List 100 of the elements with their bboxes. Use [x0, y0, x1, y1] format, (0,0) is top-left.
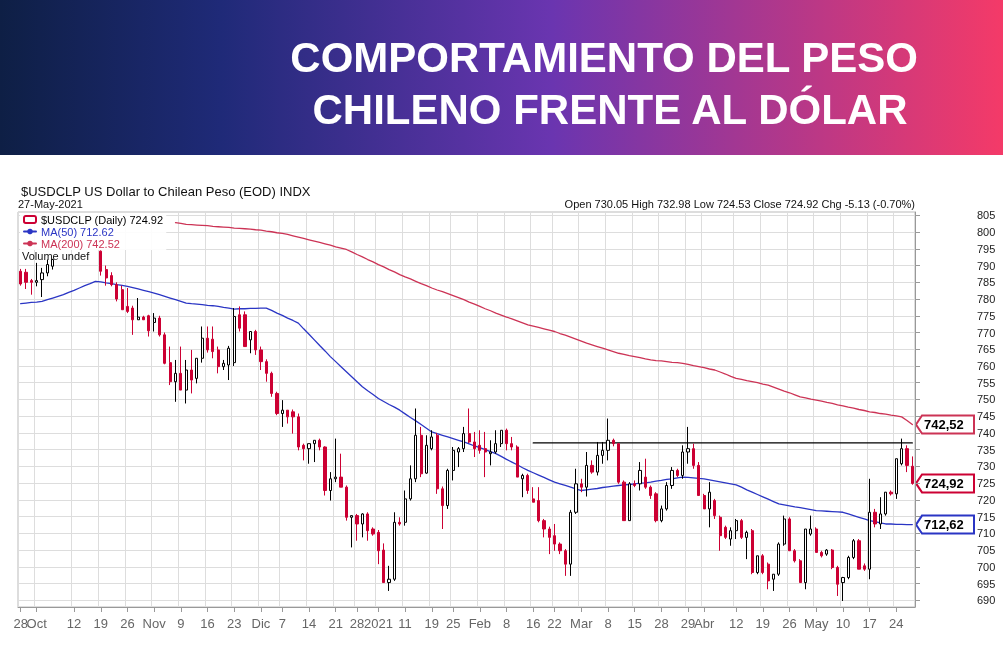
- candlestick: [265, 358, 268, 383]
- candlestick: [243, 310, 247, 348]
- candlestick: [884, 491, 887, 517]
- candlestick: [158, 315, 161, 338]
- y-tick-label: 785: [977, 276, 996, 289]
- candlestick: [121, 285, 124, 311]
- candlestick: [142, 315, 145, 321]
- candlestick: [553, 523, 556, 552]
- candlestick: [339, 453, 343, 488]
- y-tick-label: 700: [977, 560, 996, 573]
- candlestick: [355, 513, 359, 542]
- candlestick: [436, 432, 439, 495]
- candlestick: [783, 515, 786, 547]
- candlestick: [318, 438, 321, 451]
- x-tick-label: 25: [445, 616, 461, 631]
- chart-title: COMPORTAMIENTO DEL PESO CHILENO FRENTE AL DÓLAR: [290, 33, 930, 133]
- y-tick-label: 750: [977, 393, 996, 406]
- candlestick: [478, 429, 481, 455]
- candlestick: [398, 516, 401, 527]
- candlestick: [473, 431, 476, 458]
- candlestick: [468, 408, 471, 444]
- candlestick: [628, 481, 631, 522]
- candlestick: [708, 481, 711, 528]
- x-tick-label: 21: [328, 616, 343, 631]
- candlestick: [580, 478, 583, 493]
- candlestick: [788, 516, 791, 552]
- y-tick-label: 760: [977, 359, 996, 372]
- candlestick: [494, 429, 497, 455]
- text: 27-May-2021: [18, 197, 83, 210]
- x-tick-label: May: [803, 616, 829, 631]
- candlestick: [195, 357, 198, 384]
- text: Open 730.05 High 732.98 Low 724.53 Close 724.92 Chg -5.13 (-0.70%): [564, 197, 915, 210]
- candlestick: [756, 555, 759, 575]
- line-series: [20, 280, 913, 526]
- candlestick: [676, 468, 679, 478]
- candlestick: [857, 538, 861, 570]
- x-tick-label: 14: [301, 616, 317, 631]
- candlestick: [767, 561, 770, 590]
- candlestick: [740, 518, 743, 540]
- candlestick: [815, 526, 818, 553]
- x-tick-label: 19: [755, 616, 771, 631]
- y-tick-label: 720: [977, 493, 996, 506]
- legend-label: MA(200) 742.52: [41, 237, 120, 250]
- candlestick: [441, 485, 444, 530]
- y-tick-label: 740: [977, 426, 996, 439]
- candlestick: [809, 515, 812, 537]
- candlestick: [110, 271, 113, 287]
- candlestick: [297, 413, 300, 451]
- candlestick: [735, 518, 738, 540]
- y-tick-label: 745: [977, 410, 996, 423]
- candlestick: [217, 346, 220, 374]
- x-tick-label: 24: [889, 616, 904, 631]
- candlestick: [638, 461, 642, 492]
- y-tick-label: 705: [977, 544, 996, 557]
- candlestick: [206, 325, 209, 354]
- candlestick: [40, 267, 44, 298]
- y-tick-label: 730: [977, 460, 996, 473]
- candlestick: [793, 548, 796, 563]
- y-tick-label: 775: [977, 309, 996, 322]
- candlestick: [729, 526, 732, 547]
- candlestick: [548, 526, 551, 555]
- candlestick: [270, 371, 273, 398]
- candlestick: [905, 444, 909, 473]
- candlestick: [259, 346, 263, 371]
- x-tick-label: Nov: [142, 616, 167, 631]
- x-tick-label: 22: [547, 616, 562, 631]
- candlestick: [404, 490, 407, 527]
- candlestick: [574, 468, 578, 515]
- candlestick: [99, 250, 102, 277]
- line-series: [174, 222, 913, 426]
- x-tick-label: 26: [782, 616, 797, 631]
- candlestick: [238, 305, 241, 332]
- candlestick: [249, 331, 252, 354]
- candlestick: [692, 443, 695, 470]
- candlestick: [804, 528, 807, 590]
- candlestick: [537, 486, 540, 523]
- data-label: 742,52: [924, 417, 964, 432]
- candlestick: [505, 428, 508, 451]
- candlestick: [446, 468, 449, 510]
- y-tick-label: 805: [977, 209, 996, 222]
- x-tick-label: 8: [502, 616, 511, 631]
- candlestick: [227, 345, 230, 381]
- candlestick: [24, 268, 28, 290]
- x-tick-label: 19: [93, 616, 108, 631]
- candlestick: [377, 529, 380, 565]
- candlestick: [307, 443, 311, 465]
- candlestick: [420, 426, 423, 478]
- candlestick: [660, 505, 663, 523]
- candlestick: [425, 434, 428, 475]
- candlestick: [387, 565, 391, 592]
- x-tick-label: 12: [728, 616, 744, 631]
- candlestick: [751, 528, 754, 575]
- candlestick: [825, 548, 828, 557]
- candlestick: [350, 515, 353, 548]
- x-tick-label: 10: [835, 616, 851, 631]
- candlestick: [836, 565, 839, 597]
- candlestick: [670, 466, 674, 490]
- candlestick: [323, 445, 327, 497]
- y-tick-label: 790: [977, 259, 996, 272]
- x-tick-label: Abr: [693, 616, 715, 631]
